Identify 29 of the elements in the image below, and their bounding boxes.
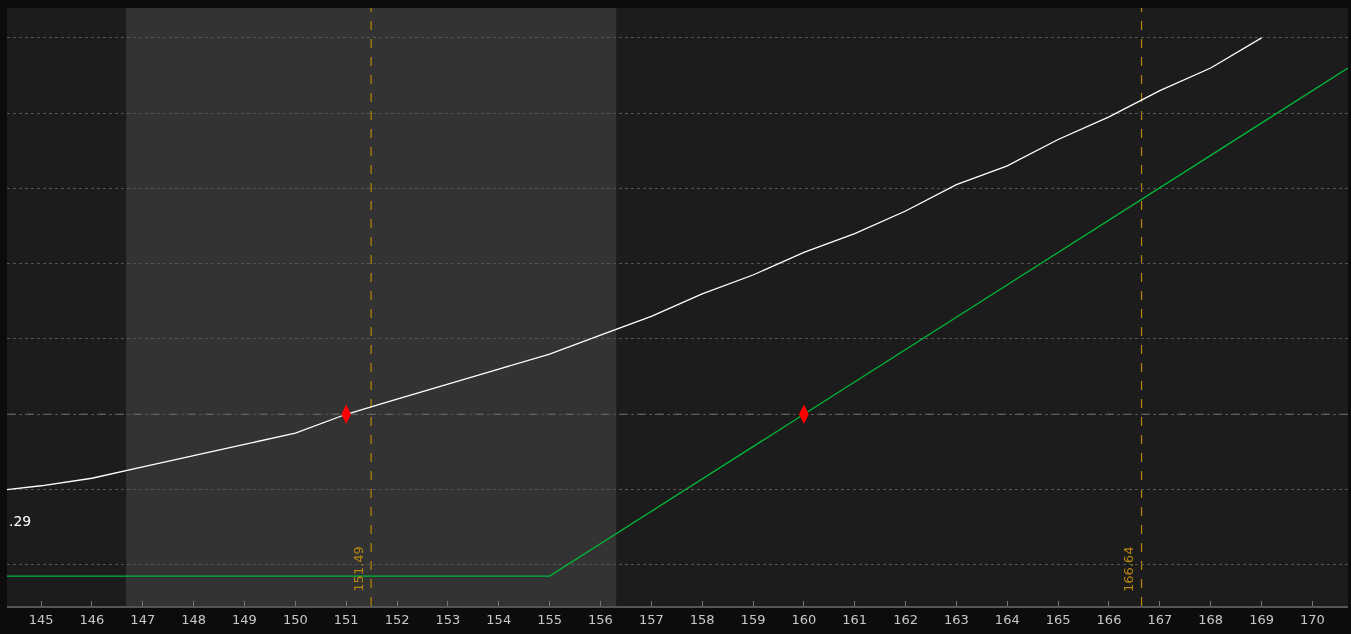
x-tick-label: 151 xyxy=(333,611,359,627)
x-tick-label: 167 xyxy=(1147,611,1173,627)
x-tick-label: 169 xyxy=(1249,611,1274,627)
x-tick-label: 148 xyxy=(181,611,207,627)
x-tick-label: 145 xyxy=(28,611,54,627)
x-tick-label: 146 xyxy=(79,611,105,627)
x-tick-label: 168 xyxy=(1198,611,1224,627)
x-tick-label: 150 xyxy=(282,611,308,627)
x-tick-label: 156 xyxy=(588,611,613,627)
x-tick-label: 161 xyxy=(842,611,868,627)
x-tick-label: 164 xyxy=(994,611,1020,627)
annotation: .29 xyxy=(9,513,32,529)
x-tick-label: 155 xyxy=(537,611,563,627)
x-tick-label: 149 xyxy=(232,611,257,627)
x-tick-label: 163 xyxy=(944,611,969,627)
ref-line-label: 151.49 xyxy=(350,546,366,592)
x-tick-label: 165 xyxy=(1045,611,1071,627)
x-tick-label: 157 xyxy=(638,611,664,627)
x-tick-label: 166 xyxy=(1096,611,1122,627)
x-tick-label: 170 xyxy=(1299,611,1325,627)
x-tick-label: 159 xyxy=(740,611,766,627)
x-tick-label: 152 xyxy=(384,611,410,627)
x-tick-label: 154 xyxy=(486,611,512,627)
x-tick-label: 158 xyxy=(689,611,715,627)
x-tick-label: 147 xyxy=(130,611,156,627)
x-tick-label: 160 xyxy=(791,611,817,627)
ref-line-label: 166.64 xyxy=(1121,546,1136,593)
x-tick-label: 162 xyxy=(893,611,918,627)
x-tick-label: 153 xyxy=(435,611,461,627)
